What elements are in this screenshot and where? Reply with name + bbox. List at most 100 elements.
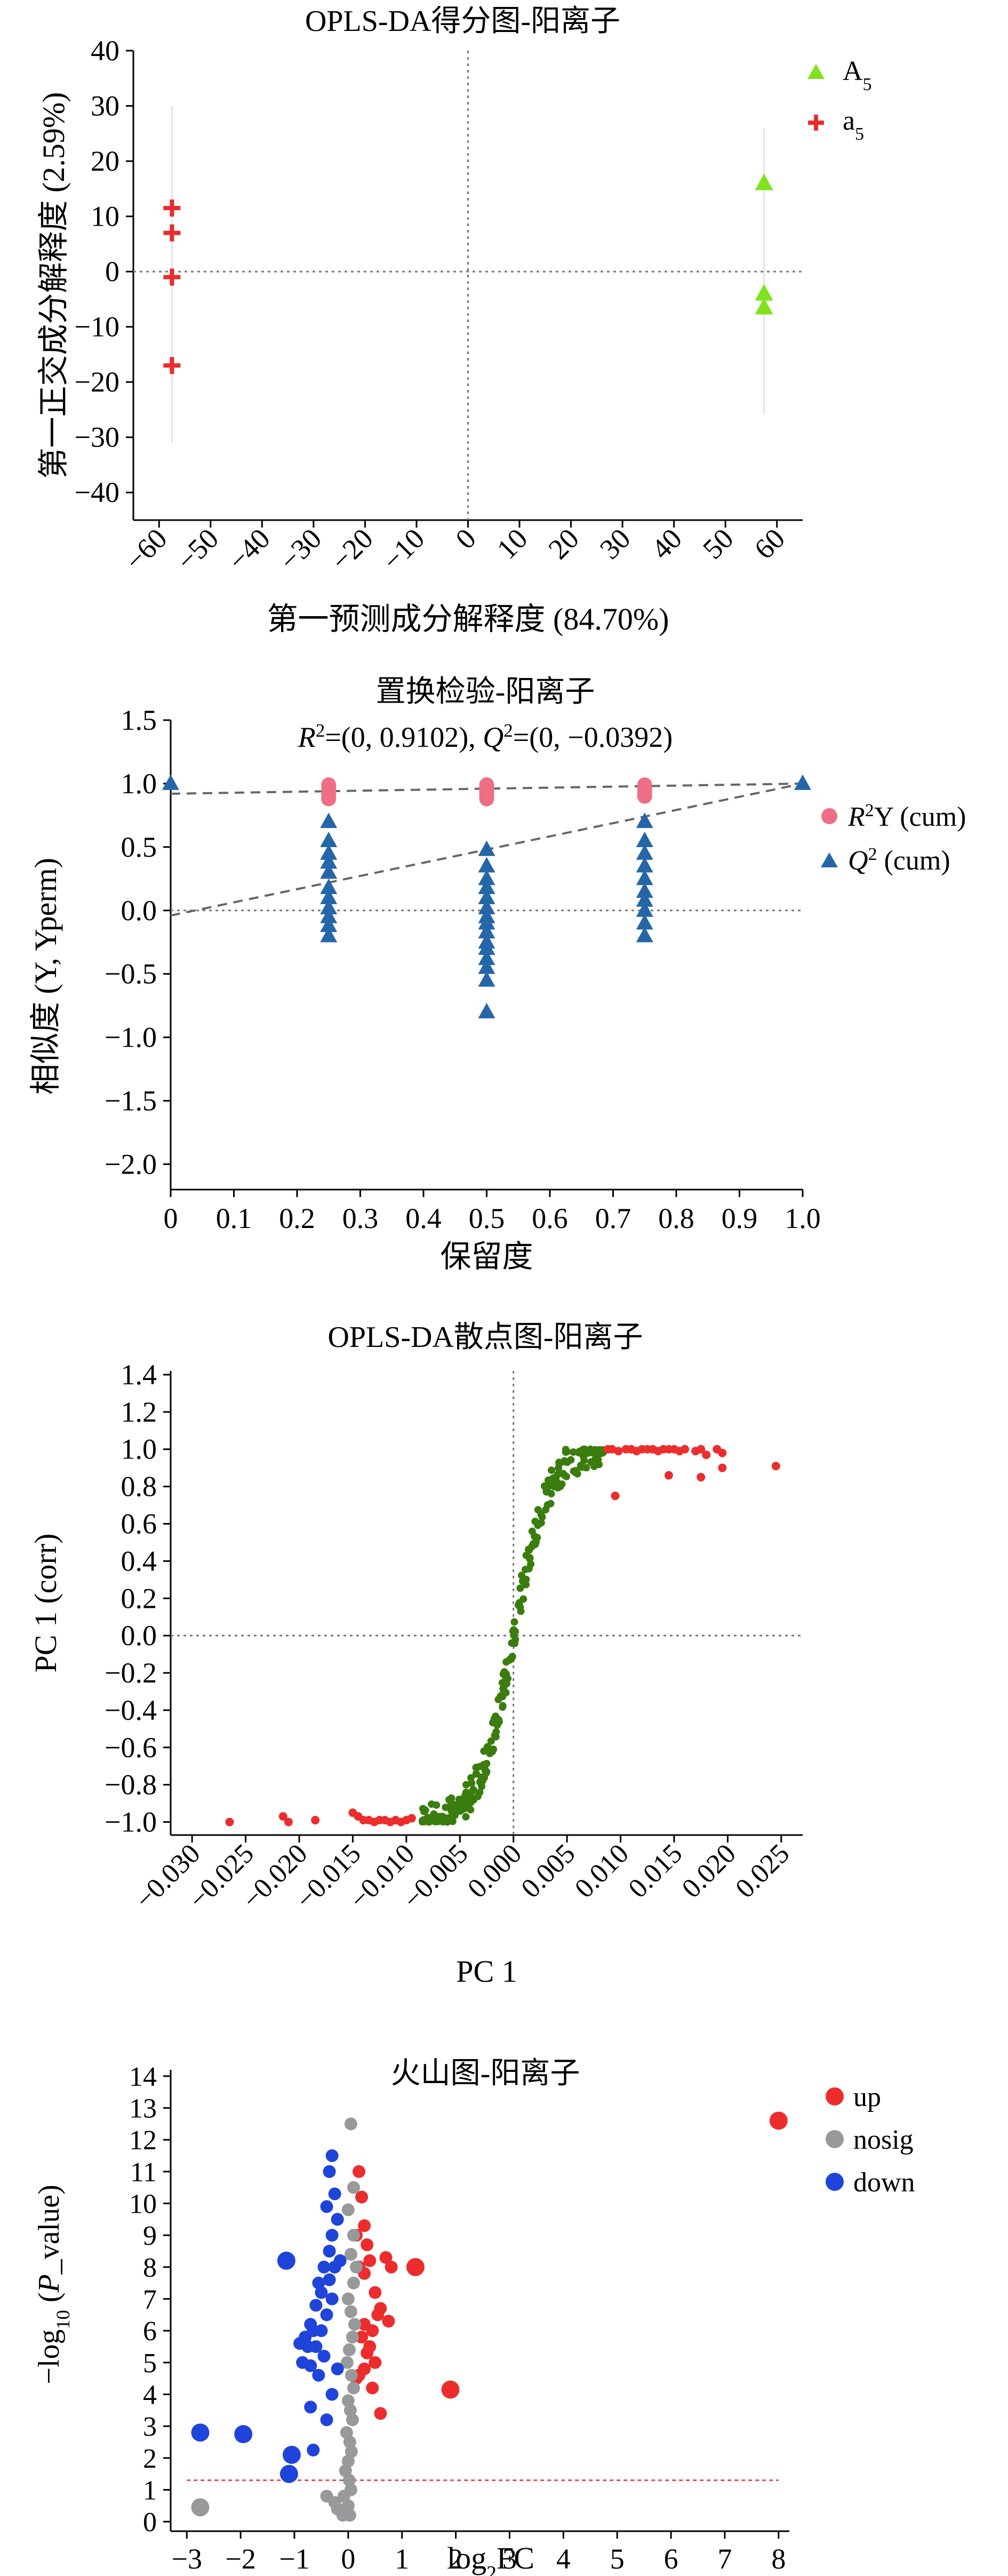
p2-point-Q2 (794, 774, 811, 790)
p2-legend-marker-R2Y (821, 808, 837, 824)
p3-point-nonsig (534, 1521, 542, 1529)
p3-point-nonsig (483, 1743, 491, 1751)
p4-point-down (191, 2423, 210, 2442)
p2-point-Q2 (320, 878, 338, 894)
p3-point-nonsig (528, 1527, 536, 1535)
p3-point-significant (664, 1471, 673, 1480)
p3-point-significant (607, 1445, 617, 1454)
p4-point-nosig (344, 2117, 357, 2131)
p4-point-up (361, 2346, 374, 2359)
p4-point-down (304, 2359, 317, 2372)
p4-xtick-label: −2 (225, 2543, 255, 2575)
p1-ytick-label: −40 (75, 476, 119, 508)
p3-point-nonsig (442, 1804, 450, 1812)
p3-point-nonsig (472, 1769, 480, 1777)
p3-point-nonsig (555, 1458, 563, 1466)
p4-point-up (385, 2260, 398, 2274)
p3-point-nonsig (455, 1796, 463, 1804)
p4-point-nosig (347, 2381, 360, 2395)
p3-xtick-label: 0.010 (569, 1838, 635, 1904)
p4-legend-marker-up (826, 2087, 844, 2106)
p1-xtick-label: −10 (376, 522, 430, 577)
p3-point-nonsig (516, 1584, 524, 1592)
p3-point-significant (771, 1462, 780, 1471)
p3-point-nonsig (562, 1446, 570, 1454)
p4-point-down (320, 2200, 333, 2213)
p4-ytick-label: 4 (143, 2380, 157, 2410)
p3-point-nonsig (445, 1796, 453, 1804)
p4-point-down (323, 2273, 336, 2286)
p3-point-nonsig (503, 1674, 511, 1682)
p3-point-nonsig (558, 1480, 566, 1488)
p4-point-down (307, 2443, 320, 2457)
p4-ytick-label: 11 (130, 2157, 157, 2188)
p2-point-R2Y (321, 791, 337, 807)
p4-point-down (331, 2213, 344, 2226)
p4-ytick-label: 2 (143, 2444, 157, 2474)
p4-point-down (293, 2337, 307, 2350)
p3-point-nonsig (511, 1636, 519, 1644)
p4-point-nosig (346, 2413, 359, 2427)
p4-ytick-label: 13 (129, 2094, 157, 2124)
p2-point-Q2 (478, 857, 495, 873)
p3-point-nonsig (494, 1715, 502, 1723)
p4-xtick-label: −3 (172, 2543, 202, 2575)
p4-point-down (320, 2413, 333, 2427)
p3-point-significant (718, 1463, 727, 1472)
p2-ytick-label: −1.5 (105, 1085, 157, 1117)
p3-point-nonsig (548, 1466, 556, 1474)
p4-legend-label-nosig: nosig (853, 2125, 914, 2155)
p4-legend-marker-down (826, 2173, 844, 2191)
p2-point-Q2 (478, 870, 495, 886)
p4-point-down (234, 2425, 253, 2444)
p4-point-nosig (340, 2356, 354, 2369)
p4-point-down (317, 2349, 331, 2363)
p3-point-nonsig (538, 1513, 546, 1521)
p3-xtick-label: 0.025 (730, 1838, 795, 1904)
p3-ytick-label: −0.2 (105, 1657, 157, 1689)
p2-xtick-label: 0.1 (216, 1202, 252, 1234)
p3-ytick-label: −0.6 (105, 1732, 157, 1764)
p4-point-nosig (341, 2499, 355, 2513)
p1-ytick-label: −10 (75, 311, 119, 343)
p3-point-nonsig (567, 1456, 575, 1464)
p3-point-nonsig (562, 1472, 570, 1480)
p4-point-nosig (347, 2276, 360, 2290)
p3-point-nonsig (526, 1555, 534, 1563)
p4-point-up (769, 2111, 788, 2130)
p4-point-down (277, 2251, 295, 2270)
p2-point-Q2 (636, 901, 653, 917)
p4-point-up (369, 2286, 382, 2299)
p1-ytick-label: 20 (91, 145, 119, 177)
p2-xtick-label: 0.4 (405, 1202, 442, 1234)
p2-point-Q2 (320, 907, 338, 923)
p1-point-A5 (755, 173, 773, 190)
p3-point-nonsig (421, 1806, 429, 1814)
p3-point-nonsig (517, 1607, 525, 1615)
p3-point-nonsig (464, 1802, 472, 1810)
p4-xtick-label: 4 (556, 2543, 571, 2575)
p1-xtick-label: 60 (748, 522, 791, 565)
p3-point-significant (614, 1447, 623, 1456)
p2-point-Q2 (478, 950, 495, 966)
p4-xtick-label: 8 (771, 2543, 786, 2575)
p3-ytick-label: 1.0 (121, 1433, 157, 1465)
p3-point-nonsig (433, 1801, 441, 1809)
p4-point-up (366, 2381, 379, 2395)
p4-point-up (382, 2315, 395, 2328)
p4-point-down (309, 2299, 323, 2312)
p1-xtick-label: −30 (273, 522, 327, 577)
p2-point-Q2 (320, 888, 338, 904)
p2-xtick-label: 0.2 (279, 1202, 315, 1234)
p2-xtick-label: 0 (164, 1202, 178, 1234)
p3-point-nonsig (502, 1658, 510, 1666)
p2-point-Q2 (320, 812, 338, 828)
p1-xtick-label: 20 (542, 522, 585, 565)
p2-point-Q2 (320, 899, 338, 914)
p4-point-down (315, 2286, 328, 2299)
p2-point-Q2 (636, 812, 653, 828)
p3-point-nonsig (586, 1445, 594, 1453)
p4-point-down (315, 2324, 328, 2338)
p4-point-down (323, 2245, 336, 2258)
p3-point-nonsig (579, 1446, 587, 1454)
